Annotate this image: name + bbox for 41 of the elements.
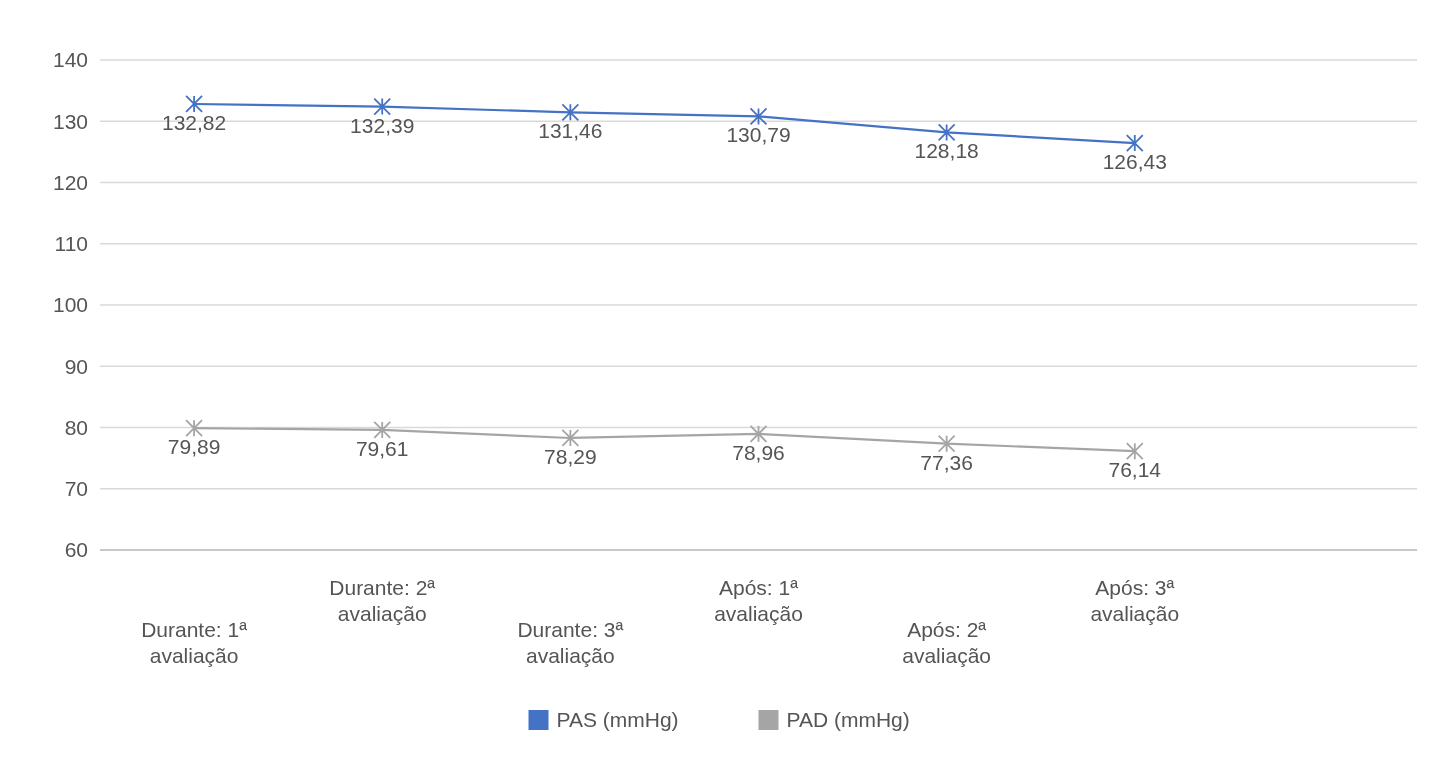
point [373, 420, 392, 439]
data-label: 79,61 [355, 436, 409, 460]
data-label: 79,89 [167, 435, 221, 459]
y-tick-label: 80 [64, 415, 88, 439]
x-tick-label: Durante: 2ª avaliação [329, 576, 436, 625]
data-label: 78,29 [544, 444, 597, 468]
x-tick-label: Durante: 1ª avaliação [141, 618, 248, 667]
y-tick-label: 130 [52, 109, 88, 133]
x-tick-label: Após: 3ª avaliação [1090, 576, 1180, 625]
y-tick-label: 70 [64, 477, 88, 501]
y-tick-label: 120 [52, 170, 88, 194]
point [749, 107, 768, 126]
point [937, 123, 956, 142]
data-label: 77,36 [920, 450, 973, 474]
point [1125, 134, 1144, 153]
y-tick-label: 100 [52, 293, 88, 317]
point [185, 95, 203, 113]
x-tick-label: Durante: 3ª avaliação [517, 618, 624, 667]
y-tick-label: 60 [64, 538, 88, 562]
data-label: 132,82 [161, 110, 227, 134]
x-tick-label: Após: 2ª avaliação [902, 618, 992, 667]
point [373, 97, 392, 116]
point [561, 103, 580, 122]
point [561, 429, 580, 447]
point [937, 434, 956, 453]
data-label: 130,79 [726, 123, 791, 147]
data-label: 126,43 [1102, 150, 1167, 174]
x-tick-label: Após: 1ª avaliação [714, 576, 803, 625]
data-label: 128,18 [914, 139, 979, 163]
y-tick-label: 110 [54, 232, 88, 256]
point [749, 424, 768, 443]
data-label: 78,96 [732, 440, 785, 464]
data-label: 76,14 [1108, 458, 1162, 482]
y-tick-label: 140 [52, 48, 88, 72]
point [1125, 442, 1144, 461]
data-label: 131,46 [538, 119, 603, 143]
legend-label: PAD (mmHg) [786, 708, 910, 732]
legend-label: PAS (mmHg) [556, 708, 679, 732]
point [185, 419, 203, 438]
y-tick-label: 90 [64, 354, 88, 378]
data-label: 132,39 [350, 113, 415, 137]
